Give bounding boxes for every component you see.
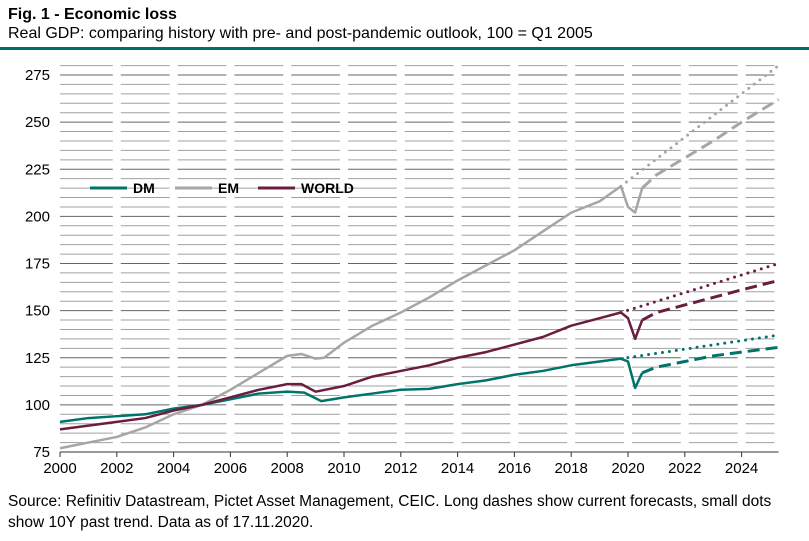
y-tick-label: 125 [25,350,50,367]
y-tick-label: 150 [25,303,50,320]
x-tick-label: 2022 [668,460,701,477]
y-tick-label: 200 [25,208,50,225]
y-tick-label: 225 [25,161,50,178]
em-history-line [59,184,644,450]
y-tick-label: 75 [33,444,50,461]
y-tick-label: 175 [25,256,50,273]
dm-legend-label: DM [133,180,155,196]
world-forecast-line [641,279,779,322]
em-forecast-line [641,98,780,190]
x-tick-label: 2024 [725,460,758,477]
y-tick-label: 275 [25,67,50,84]
line-chart: 2000 2002 2004 2006 2008 2010 2012 2014 2016 2018… [25,64,781,477]
x-tick-label: 2006 [214,460,247,477]
source-note: Source: Refinitiv Datastream, Pictet Ass… [8,493,772,531]
x-tick-label: 2010 [327,460,360,477]
y-tick-label: 250 [25,114,50,131]
x-tick-label: 2002 [100,460,133,477]
dm-forecast-line [641,345,779,375]
x-tick-label: 2012 [384,460,417,477]
x-tick-label: 2008 [271,460,304,477]
y-tick-label: 100 [25,397,50,414]
chart-subtitle: Real GDP: comparing history with pre- an… [8,25,593,42]
x-tick-label: 2000 [43,460,76,477]
header-rule [0,47,809,50]
world-legend-label: WORLD [301,180,354,196]
em-legend-label: EM [218,180,239,196]
x-tick-label: 2016 [498,460,531,477]
dm-trend-line [619,333,781,361]
chart-title: Fig. 1 - Economic loss [8,6,177,23]
x-tick-label: 2014 [441,460,474,477]
x-tick-label: 2018 [555,460,588,477]
world-history-line [59,311,644,431]
x-tick-label: 2004 [157,460,190,477]
x-tick-label: 2020 [611,460,644,477]
dm-history-line [59,357,644,424]
em-trend-line [619,64,781,188]
world-trend-line [619,262,781,315]
